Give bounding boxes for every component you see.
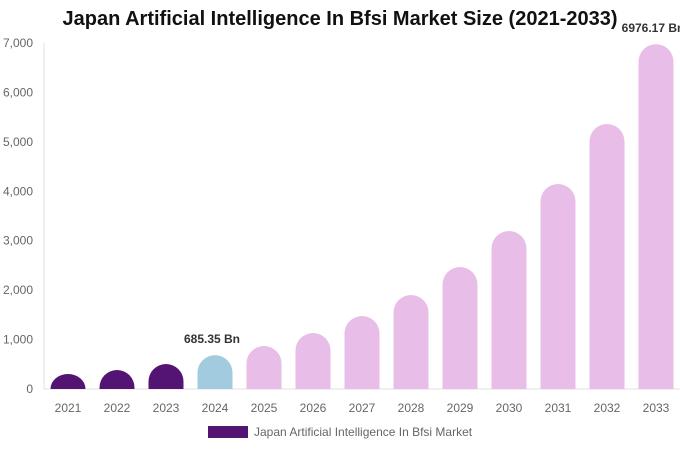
data-label: 6976.17 Bn bbox=[622, 21, 680, 35]
y-tick-label: 7,000 bbox=[3, 36, 33, 50]
x-tick-label: 2032 bbox=[594, 401, 621, 415]
data-label: 685.35 Bn bbox=[184, 332, 240, 346]
x-tick-label: 2024 bbox=[202, 401, 229, 415]
x-tick-label: 2029 bbox=[447, 401, 474, 415]
bar-2023 bbox=[148, 363, 184, 389]
bar-2026 bbox=[295, 332, 331, 389]
y-tick-label: 3,000 bbox=[3, 234, 33, 248]
legend-label: Japan Artificial Intelligence In Bfsi Ma… bbox=[254, 425, 473, 439]
bar-2032 bbox=[589, 124, 625, 390]
bar-2028 bbox=[393, 294, 429, 389]
y-tick-label: 4,000 bbox=[3, 184, 33, 198]
x-tick-label: 2026 bbox=[300, 401, 327, 415]
chart-title: Japan Artificial Intelligence In Bfsi Ma… bbox=[62, 8, 618, 30]
x-tick-label: 2028 bbox=[398, 401, 425, 415]
x-tick-label: 2021 bbox=[55, 401, 82, 415]
bar-2025 bbox=[246, 345, 282, 389]
x-tick-label: 2023 bbox=[153, 401, 180, 415]
bar-2021 bbox=[50, 374, 86, 389]
y-tick-label: 0 bbox=[26, 382, 33, 396]
y-tick-label: 2,000 bbox=[3, 283, 33, 297]
x-tick-label: 2033 bbox=[643, 401, 670, 415]
bar-2030 bbox=[491, 231, 527, 389]
y-tick-label: 5,000 bbox=[3, 135, 33, 149]
bar-2029 bbox=[442, 267, 478, 389]
y-tick-label: 6,000 bbox=[3, 85, 33, 99]
bar-2027 bbox=[344, 315, 380, 389]
x-tick-label: 2025 bbox=[251, 401, 278, 415]
bar-2031 bbox=[540, 184, 576, 389]
x-tick-label: 2031 bbox=[545, 401, 572, 415]
x-tick-label: 2027 bbox=[349, 401, 376, 415]
x-tick-label: 2030 bbox=[496, 401, 523, 415]
bar-2022 bbox=[99, 370, 135, 389]
x-tick-label: 2022 bbox=[104, 401, 131, 415]
legend: Japan Artificial Intelligence In Bfsi Ma… bbox=[208, 425, 472, 439]
legend-swatch bbox=[208, 426, 248, 438]
bar-2033 bbox=[638, 44, 674, 389]
y-tick-label: 1,000 bbox=[3, 333, 33, 347]
bar-2024 bbox=[197, 355, 233, 389]
